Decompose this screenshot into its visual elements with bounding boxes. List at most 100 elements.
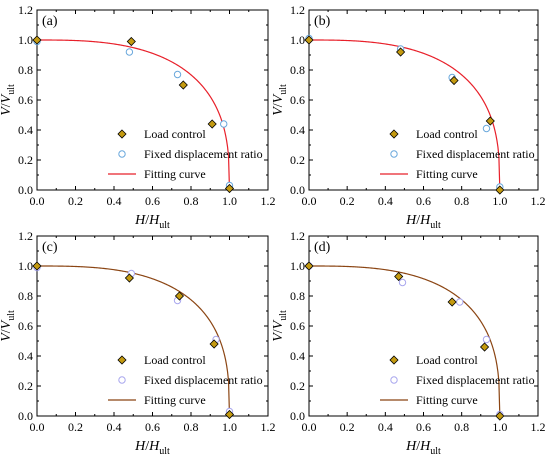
load-control-point [32,261,42,271]
plot-frame [308,235,539,417]
y-axis-label: V/Vult [271,84,289,116]
load-control-point [495,185,505,195]
panel-label: (c) [42,240,58,255]
y-tick-label: 0.8 [18,289,33,303]
legend-fixed-displacement-marker [390,150,398,158]
legend-label: Fitting curve [416,393,478,407]
legend-label: Load control [416,353,478,367]
legend-label: Fitting curve [144,167,206,181]
load-control-point [207,119,217,129]
y-tick-label: 0.4 [290,349,305,363]
fitting-curve-line [309,265,501,417]
plot-frame [308,9,539,191]
load-control-point [394,271,404,282]
x-tick-label: 0.8 [184,194,199,208]
x-tick-label: 0.2 [340,194,355,208]
y-tick-label: 0.4 [18,349,33,363]
y-tick-label: 0.8 [290,63,305,77]
x-tick-label: 0.6 [145,194,160,208]
y-tick-label: 0.8 [290,289,305,303]
load-control-point [174,291,185,301]
y-tick-label: 0.2 [18,379,33,393]
x-tick-label: 1.0 [492,420,507,434]
fixed-displacement-point [482,335,491,344]
load-control-point [396,47,406,57]
x-tick-label: 0.8 [454,420,469,434]
y-tick-label: 1.2 [18,3,33,17]
legend-fixed-displacement-marker [118,376,126,384]
y-tick-label: 1.0 [290,259,305,273]
y-tick-label: 0.2 [18,153,33,167]
legend-label: Load control [144,127,206,141]
y-tick-label: 1.0 [18,259,33,273]
y-tick-label: 1.2 [18,229,33,243]
x-tick-label: 0.2 [340,420,355,434]
legend-fixed-displacement-marker [390,376,398,384]
legend-label: Fixed displacement ratio [144,373,263,387]
load-control-point [449,75,459,86]
x-tick-label: 0.6 [145,420,160,434]
x-axis-label: H/Hult [134,439,170,457]
x-tick-label: 1.2 [261,420,276,434]
y-tick-label: 0.8 [18,63,33,77]
fixed-displacement-point [125,48,134,56]
y-tick-label: 1.2 [290,229,305,243]
panel-label: (a) [42,14,58,29]
x-tick-label: 0.6 [416,194,431,208]
fixed-displacement-point [220,120,228,128]
x-tick-label: 0.4 [378,194,393,208]
panel-label: (b) [314,14,331,29]
x-tick-label: 1.2 [531,194,546,208]
fitting-curve-line [37,39,231,191]
chart-panel: 0.00.0 0.2 0.2 0.4 0.4 0.6 0.6 0.8 0.8 1.0 1.0 1.2 1… [0,3,276,231]
y-tick-label: 0.2 [290,153,305,167]
load-control-point [480,342,490,352]
x-axis-label: H/Hult [405,213,441,231]
load-control-point [178,80,188,90]
y-tick-label: 0.6 [290,319,305,333]
chart-panel: 0.00.0 0.2 0.2 0.4 0.4 0.6 0.6 0.8 0.8 1.0 1.0 1.2 1… [0,229,276,457]
x-tick-label: 0.2 [68,420,83,434]
x-tick-label: 0.8 [184,420,199,434]
legend-label: Fixed displacement ratio [416,147,535,161]
y-tick-label: 0.6 [18,93,33,107]
y-tick-label: 0.0 [290,409,305,423]
legend-load-control-marker [117,129,127,139]
legend-fixed-displacement-marker [118,150,126,158]
plot-frame [36,235,269,417]
legend-load-control-marker [117,355,127,365]
y-tick-label: 0.4 [290,123,305,137]
load-control-point [32,35,42,45]
load-control-point [485,116,495,126]
legend-label: Fitting curve [416,167,478,181]
x-tick-label: 0.4 [107,194,122,208]
x-tick-label: 0.4 [378,420,393,434]
y-tick-label: 1.2 [290,3,305,17]
x-tick-label: 0.0 [302,194,317,208]
x-tick-label: 0.0 [302,420,317,434]
y-tick-label: 0.4 [18,123,33,137]
legend-label: Load control [144,353,206,367]
x-tick-label: 0.8 [454,194,469,208]
legend-label: Fixed displacement ratio [416,373,535,387]
y-tick-label: 0.0 [18,183,33,197]
x-tick-label: 1.2 [261,194,276,208]
fixed-displacement-point [398,278,407,287]
x-tick-label: 0.6 [416,420,431,434]
fixed-displacement-point [482,124,491,133]
x-tick-label: 1.0 [222,194,237,208]
legend-load-control-marker [389,355,399,365]
x-axis-label: H/Hult [134,213,170,231]
fitting-curve-line [309,39,501,191]
y-axis-label: V/Vult [271,310,289,342]
x-tick-label: 0.0 [30,194,45,208]
y-tick-label: 0.2 [290,379,305,393]
fixed-displacement-point [173,70,182,79]
x-tick-label: 1.0 [222,420,237,434]
legend-label: Fixed displacement ratio [144,147,263,161]
load-control-point [304,35,314,45]
load-control-point [495,411,505,421]
load-control-point [447,297,457,307]
y-tick-label: 0.0 [18,409,33,423]
